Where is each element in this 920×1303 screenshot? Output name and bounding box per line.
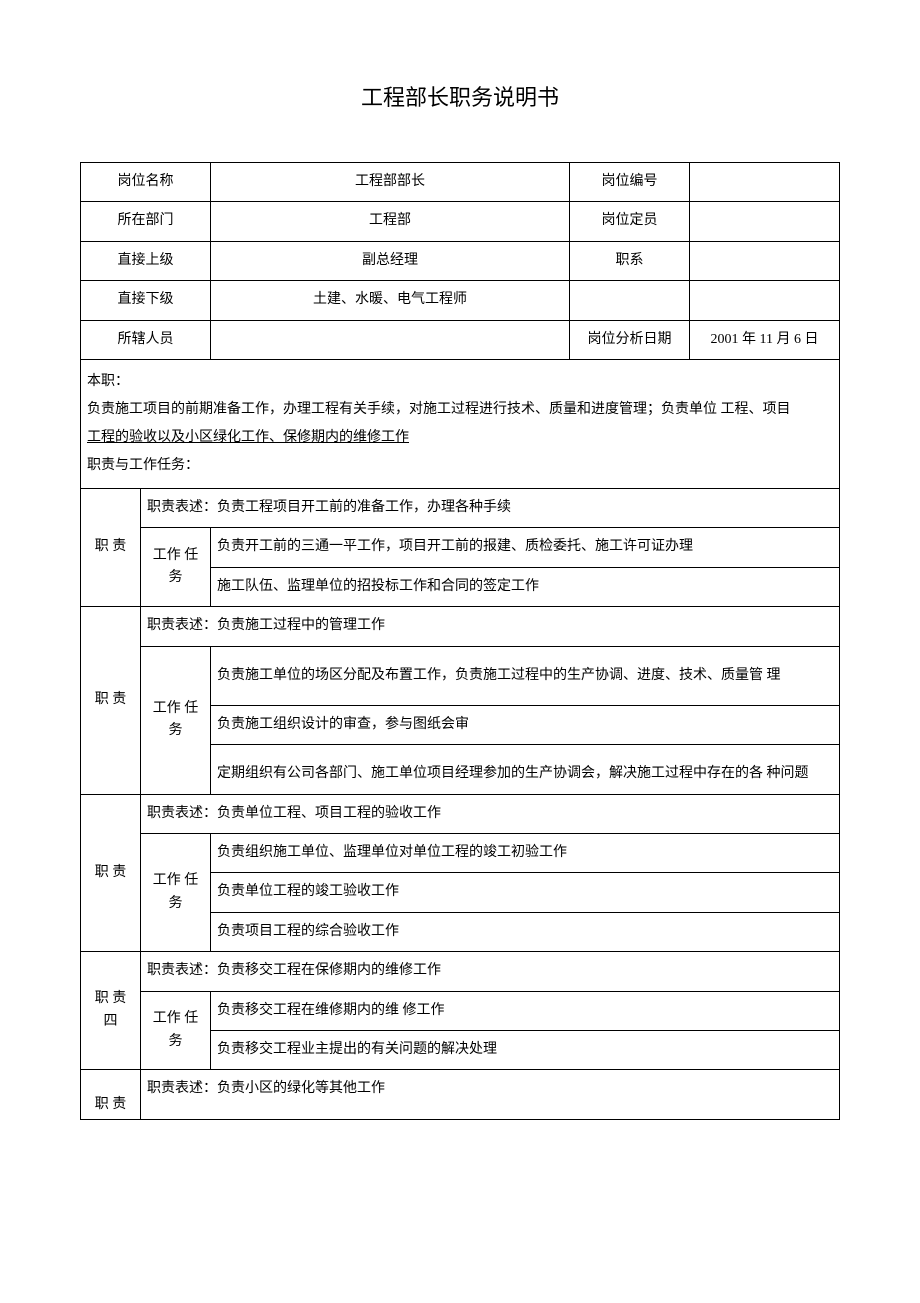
department-label: 所在部门 bbox=[81, 202, 211, 241]
sub-extra1 bbox=[570, 281, 690, 320]
duty3-task1: 负责组织施工单位、监理单位对单位工程的竣工初验工作 bbox=[211, 834, 840, 873]
duty2-task1: 负责施工单位的场区分配及布置工作，负责施工过程中的生产协调、进度、技术、质量管 … bbox=[211, 646, 840, 705]
duty4-desc: 职责表述：负责移交工程在保修期内的维修工作 bbox=[141, 952, 840, 991]
duty1-task-label: 工作 任务 bbox=[141, 528, 211, 607]
duty1-task1: 负责开工前的三通一平工作，项目开工前的报建、质检委托、施工许可证办理 bbox=[211, 528, 840, 567]
quota-value bbox=[690, 202, 840, 241]
main-duty-line1: 负责施工项目的前期准备工作，办理工程有关手续，对施工过程进行技术、质量和进度管理… bbox=[87, 396, 833, 424]
duty3-label: 职 责 bbox=[81, 794, 141, 952]
superior-label: 直接上级 bbox=[81, 241, 211, 280]
main-duty-section-label: 职责与工作任务： bbox=[87, 452, 833, 480]
duty1-desc: 职责表述：负责工程项目开工前的准备工作，办理各种手续 bbox=[141, 488, 840, 527]
duty2-desc: 职责表述：负责施工过程中的管理工作 bbox=[141, 607, 840, 646]
duty3-task2: 负责单位工程的竣工验收工作 bbox=[211, 873, 840, 912]
header-row-position: 岗位名称 工程部部长 岗位编号 bbox=[81, 163, 840, 202]
main-duty-cell: 本职： 负责施工项目的前期准备工作，办理工程有关手续，对施工过程进行技术、质量和… bbox=[81, 359, 840, 488]
duty1-task2: 施工队伍、监理单位的招投标工作和合同的签定工作 bbox=[211, 567, 840, 606]
position-code-value bbox=[690, 163, 840, 202]
duty2-label: 职 责 bbox=[81, 607, 141, 795]
duty2-task1-row: 工作 任务 负责施工单位的场区分配及布置工作，负责施工过程中的生产协调、进度、技… bbox=[81, 646, 840, 705]
document-title: 工程部长职务说明书 bbox=[80, 80, 840, 112]
duty3-desc: 职责表述：负责单位工程、项目工程的验收工作 bbox=[141, 794, 840, 833]
duty4-task1-row: 工作 任务 负责移交工程在维修期内的维 修工作 bbox=[81, 991, 840, 1030]
analysis-date-value: 2001 年 11 月 6 日 bbox=[690, 320, 840, 359]
sub-extra2 bbox=[690, 281, 840, 320]
position-name-label: 岗位名称 bbox=[81, 163, 211, 202]
duty3-task-label: 工作 任务 bbox=[141, 834, 211, 952]
duty3-task3: 负责项目工程的综合验收工作 bbox=[211, 912, 840, 951]
duty2-task-label: 工作 任务 bbox=[141, 646, 211, 794]
duty5-desc-row: 职 责 职责表述：负责小区的绿化等其他工作 bbox=[81, 1070, 840, 1119]
duty2-task3: 定期组织有公司各部门、施工单位项目经理参加的生产协调会，解决施工过程中存在的各 … bbox=[211, 745, 840, 794]
duty4-task1: 负责移交工程在维修期内的维 修工作 bbox=[211, 991, 840, 1030]
subordinate-label: 直接下级 bbox=[81, 281, 211, 320]
duty2-desc-row: 职 责 职责表述：负责施工过程中的管理工作 bbox=[81, 607, 840, 646]
main-duty-line2: 工程的验收以及小区绿化工作、保修期内的维修工作 bbox=[87, 424, 833, 452]
job-description-table: 岗位名称 工程部部长 岗位编号 所在部门 工程部 岗位定员 直接上级 副总经理 … bbox=[80, 162, 840, 1120]
duty1-label: 职 责 bbox=[81, 488, 141, 606]
position-code-label: 岗位编号 bbox=[570, 163, 690, 202]
header-row-superior: 直接上级 副总经理 职系 bbox=[81, 241, 840, 280]
staff-label: 所辖人员 bbox=[81, 320, 211, 359]
main-duty-heading: 本职： bbox=[87, 368, 833, 396]
job-series-value bbox=[690, 241, 840, 280]
duty4-label: 职 责 四 bbox=[81, 952, 141, 1070]
main-duty-row: 本职： 负责施工项目的前期准备工作，办理工程有关手续，对施工过程进行技术、质量和… bbox=[81, 359, 840, 488]
position-name-value: 工程部部长 bbox=[211, 163, 570, 202]
department-value: 工程部 bbox=[211, 202, 570, 241]
duty3-task1-row: 工作 任务 负责组织施工单位、监理单位对单位工程的竣工初验工作 bbox=[81, 834, 840, 873]
header-row-department: 所在部门 工程部 岗位定员 bbox=[81, 202, 840, 241]
duty5-desc: 职责表述：负责小区的绿化等其他工作 bbox=[141, 1070, 840, 1119]
analysis-date-label: 岗位分析日期 bbox=[570, 320, 690, 359]
quota-label: 岗位定员 bbox=[570, 202, 690, 241]
duty2-task2: 负责施工组织设计的审查，参与图纸会审 bbox=[211, 705, 840, 744]
superior-value: 副总经理 bbox=[211, 241, 570, 280]
duty1-desc-row: 职 责 职责表述：负责工程项目开工前的准备工作，办理各种手续 bbox=[81, 488, 840, 527]
duty4-task2: 负责移交工程业主提出的有关问题的解决处理 bbox=[211, 1031, 840, 1070]
header-row-subordinate: 直接下级 土建、水暖、电气工程师 bbox=[81, 281, 840, 320]
duty1-task1-row: 工作 任务 负责开工前的三通一平工作，项目开工前的报建、质检委托、施工许可证办理 bbox=[81, 528, 840, 567]
duty5-label: 职 责 bbox=[81, 1070, 141, 1119]
job-series-label: 职系 bbox=[570, 241, 690, 280]
duty3-desc-row: 职 责 职责表述：负责单位工程、项目工程的验收工作 bbox=[81, 794, 840, 833]
duty4-desc-row: 职 责 四 职责表述：负责移交工程在保修期内的维修工作 bbox=[81, 952, 840, 991]
staff-value bbox=[211, 320, 570, 359]
subordinate-value: 土建、水暖、电气工程师 bbox=[211, 281, 570, 320]
header-row-staff: 所辖人员 岗位分析日期 2001 年 11 月 6 日 bbox=[81, 320, 840, 359]
duty4-task-label: 工作 任务 bbox=[141, 991, 211, 1070]
